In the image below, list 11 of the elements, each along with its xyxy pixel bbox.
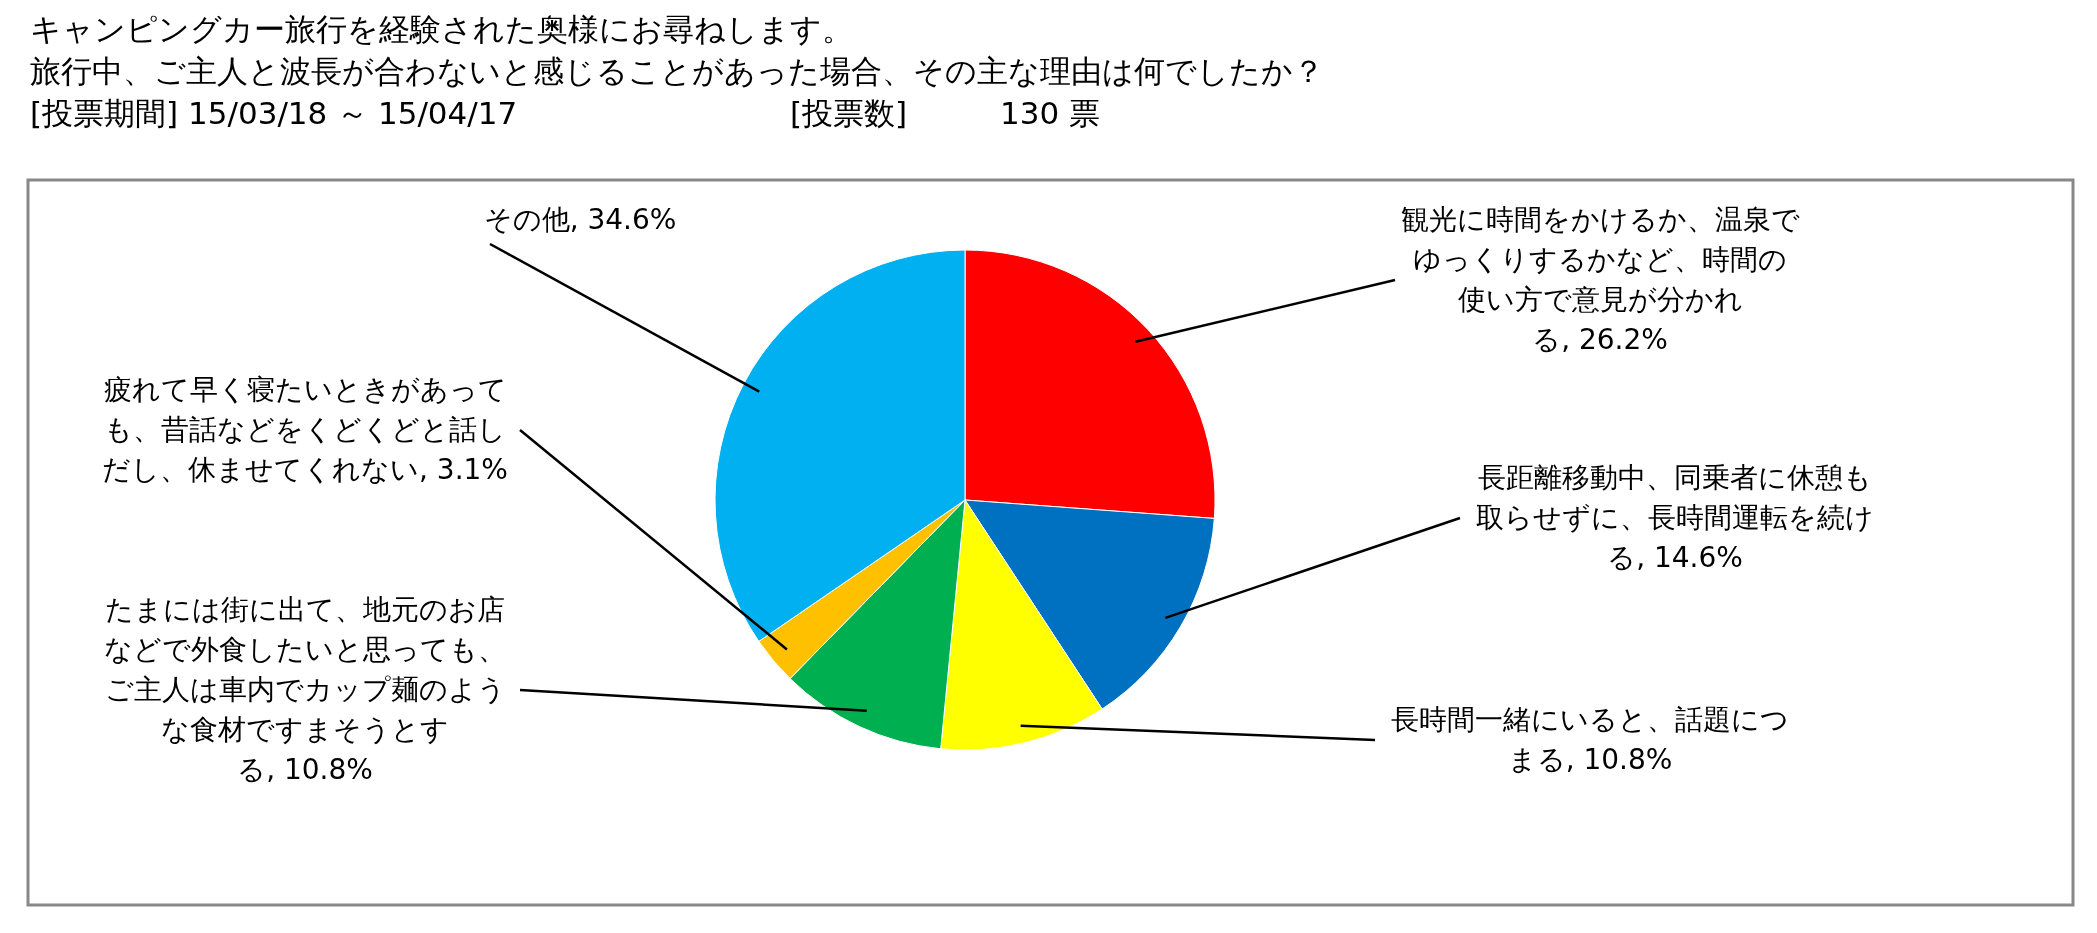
chart-subtitle: 旅行中、ご主人と波長が合わないと感じることがあった場合、その主な理由は何でしたか？ bbox=[30, 52, 1324, 90]
slice-label: 長時間一緒にいると、話題につまる, 10.8% bbox=[1390, 702, 1790, 778]
slice-label: 観光に時間をかけるか、温泉でゆっくりするかなど、時間の使い方で意見が分かれる, 26.2% bbox=[1400, 202, 1800, 358]
slice-label: たまには街に出て、地元のお店などで外食したいと思っても、ご主人は車内でカップ麺のような食材ですまそうとする, 10.8% bbox=[103, 592, 507, 788]
text: [投票数] bbox=[790, 94, 908, 132]
text: [投票期間] 15/03/18 ～ 15/04/17 bbox=[30, 94, 518, 132]
slice-label: 長距離移動中、同乗者に休憩も取らせずに、長時間運転を続ける, 14.6% bbox=[1475, 460, 1875, 576]
slice-label: その他, 34.6% bbox=[482, 202, 678, 238]
chart-title: キャンピングカー旅行を経験された奥様にお尋ねします。 bbox=[30, 10, 853, 48]
text: 130 票 bbox=[1000, 94, 1101, 132]
slice-label: 疲れて早く寝たいときがあっても、昔話などをくどくどと話しだし、休ませてくれない, 3.1% bbox=[101, 372, 509, 488]
